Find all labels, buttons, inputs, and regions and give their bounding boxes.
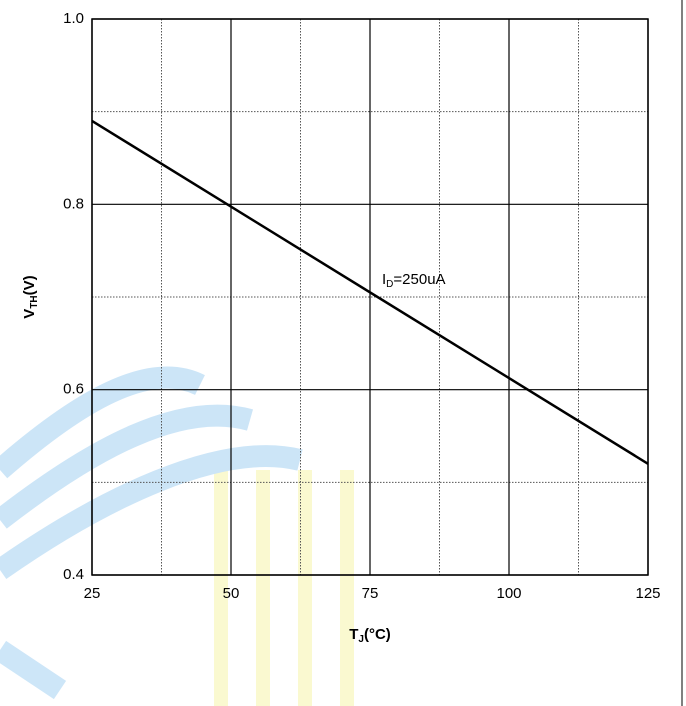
x-tick-label: 50: [223, 585, 240, 602]
y-tick-label: 0.4: [63, 566, 84, 583]
data-line: [91, 119, 649, 465]
watermark-arc: [0, 366, 205, 479]
y-tick-label: 1.0: [63, 10, 84, 27]
watermark-bar: [214, 470, 228, 706]
y-tick-label: 0.8: [63, 195, 84, 212]
x-axis-label: TJ(°C): [349, 626, 391, 645]
x-tick-label: 75: [362, 585, 379, 602]
x-tick-label: 100: [496, 585, 521, 602]
annotation: ID=250uA: [382, 271, 446, 290]
watermark-arc: [0, 404, 254, 529]
plot: 25 50 75 100 125 0.4 0.6 0.8 1.0: [63, 10, 660, 602]
watermark-bar: [298, 470, 312, 706]
watermark-bar: [256, 470, 270, 706]
watermark-arc: [0, 640, 67, 700]
x-tick-label: 125: [635, 585, 660, 602]
watermark-arc: [0, 445, 303, 580]
x-tick-label: 25: [84, 585, 101, 602]
y-axis-label: VTH(V): [21, 275, 40, 318]
y-tick-label: 0.6: [63, 381, 84, 398]
watermark: [0, 366, 354, 706]
watermark-bar: [340, 470, 354, 706]
plot-frame: [91, 18, 649, 576]
